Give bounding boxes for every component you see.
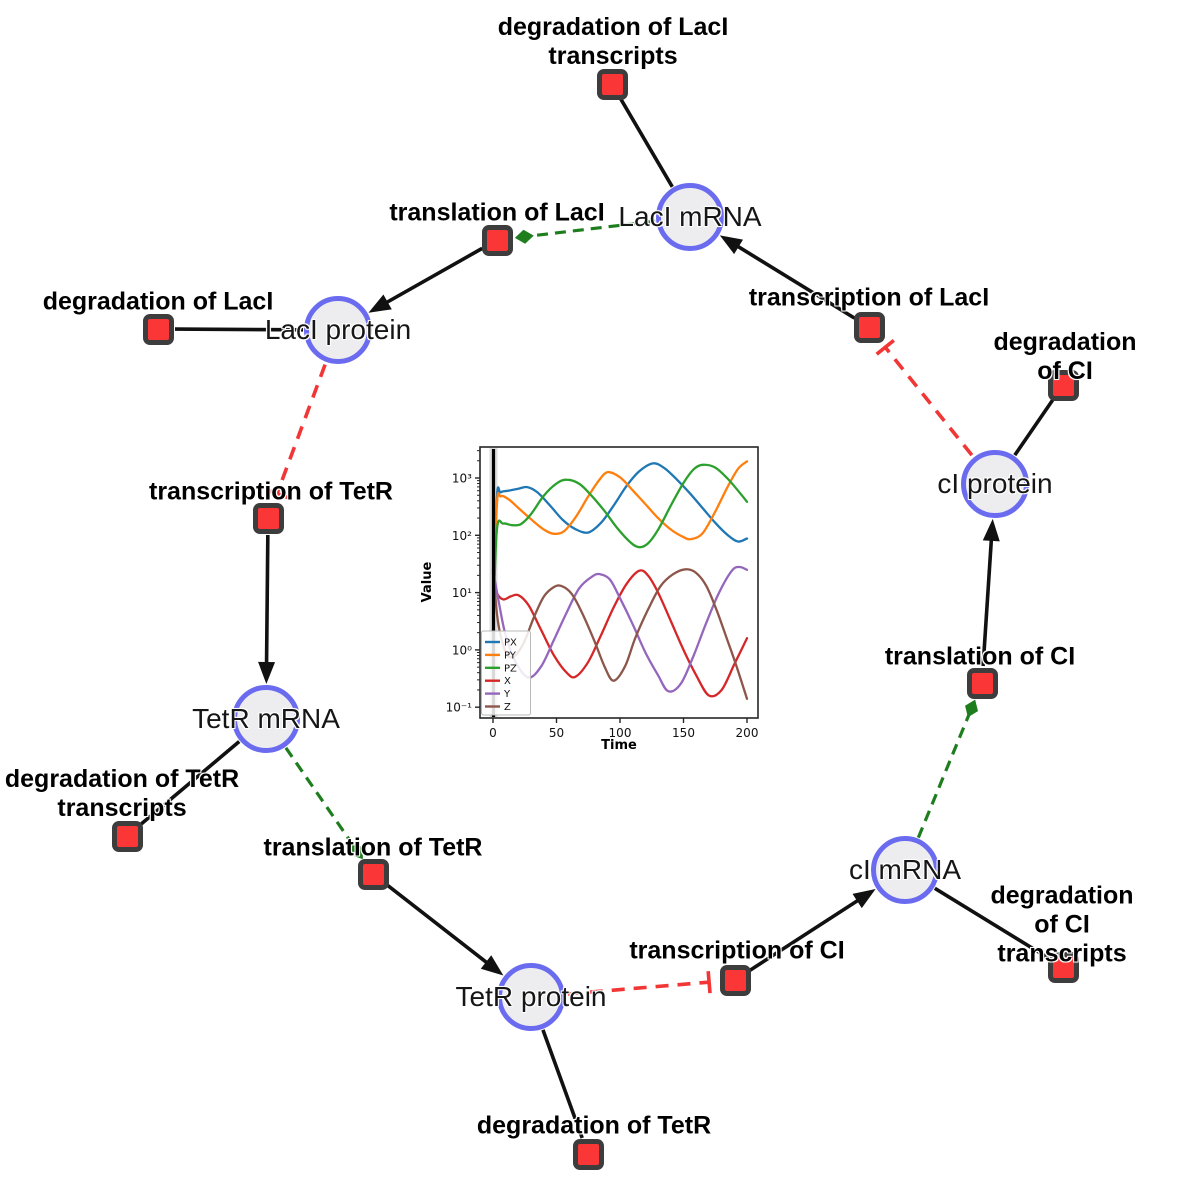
arrowhead-laci-mrna bbox=[719, 235, 744, 255]
edge-inhibition--laci-protein--transcription-tetr bbox=[275, 364, 327, 495]
inhibition-tbar-transcription-ci bbox=[706, 971, 712, 994]
edge-modifier--ci-mrna--translation-ci bbox=[916, 713, 971, 839]
reaction-label-degradation-tetr: degradation of TetR bbox=[476, 1111, 712, 1140]
series-line-PZ bbox=[491, 463, 749, 634]
series-line-Y bbox=[491, 565, 749, 693]
reaction-node-degradation-tetr-transcripts[interactable] bbox=[111, 820, 143, 852]
species-node-laci-mrna[interactable] bbox=[656, 183, 724, 251]
legend-label-PZ: PZ bbox=[504, 663, 517, 674]
reaction-label-degradation-ci-transcripts: degradation of CI transcripts bbox=[990, 881, 1134, 968]
arrowhead-laci-protein bbox=[368, 294, 392, 313]
x-tick-label-50: 50 bbox=[549, 726, 564, 740]
reaction-node-translation-tetr[interactable] bbox=[357, 858, 389, 890]
series-group bbox=[491, 449, 749, 717]
species-label-laci-mrna: LacI mRNA bbox=[618, 201, 762, 232]
legend-box bbox=[481, 630, 531, 716]
axes-frame bbox=[479, 446, 759, 719]
reaction-label-translation-tetr: translation of TetR bbox=[263, 833, 483, 862]
series-line-Z bbox=[491, 568, 749, 700]
reaction-label-transcription-ci: transcription of CI bbox=[629, 936, 845, 965]
initial-transient-band bbox=[489, 448, 498, 717]
reaction-node-translation-ci[interactable] bbox=[966, 667, 998, 699]
arrowhead-ci-mrna bbox=[852, 889, 876, 909]
x-tick-label-100: 100 bbox=[609, 726, 632, 740]
arrowhead-tetr-protein bbox=[480, 955, 504, 976]
series-line-PY bbox=[491, 460, 749, 634]
legend-label-PX: PX bbox=[504, 638, 517, 649]
y-tick-label-0: 10³ bbox=[452, 472, 472, 486]
reaction-node-degradation-tetr[interactable] bbox=[572, 1138, 604, 1170]
x-tick-label-0: 0 bbox=[489, 726, 497, 740]
legend-label-Y: Y bbox=[503, 689, 511, 700]
modifier-diamond-translation-ci bbox=[965, 699, 979, 718]
reaction-label-translation-laci: translation of LacI bbox=[389, 198, 605, 227]
reaction-node-degradation-laci[interactable] bbox=[142, 313, 174, 345]
arrowhead-tetr-mrna bbox=[258, 661, 276, 685]
species-node-tetr-protein[interactable] bbox=[497, 963, 565, 1031]
edge-consumption--laci-mrna--degradation-laci-transcripts bbox=[619, 97, 674, 188]
x-tick-label-200: 200 bbox=[736, 726, 759, 740]
series-line-PX bbox=[491, 462, 749, 634]
reaction-label-degradation-ci: degradation of CI bbox=[993, 328, 1137, 385]
species-label-tetr-protein: TetR protein bbox=[455, 981, 607, 1012]
y-tick-label-2: 10¹ bbox=[452, 586, 472, 600]
reaction-label-translation-ci: translation of CI bbox=[884, 642, 1076, 671]
species-label-ci-mrna: cI mRNA bbox=[849, 854, 961, 885]
species-node-tetr-mrna[interactable] bbox=[232, 685, 300, 753]
edge-inhibition--ci-protein--transcription-laci bbox=[883, 346, 974, 457]
legend-label-PY: PY bbox=[504, 650, 517, 661]
species-label-ci-protein: cI protein bbox=[937, 468, 1053, 499]
edge-consumption--ci-protein--degradation-ci bbox=[1013, 397, 1055, 457]
y-axis-label: Value bbox=[420, 561, 435, 602]
reaction-node-transcription-tetr[interactable] bbox=[252, 502, 284, 534]
reaction-node-transcription-laci[interactable] bbox=[853, 311, 885, 343]
y-tick-label-1: 10² bbox=[452, 529, 472, 543]
edge-production--translation-tetr--tetr-protein bbox=[385, 883, 493, 968]
reaction-label-degradation-tetr-transcripts: degradation of TetR transcripts bbox=[4, 765, 240, 822]
species-label-tetr-mrna: TetR mRNA bbox=[192, 703, 340, 734]
legend-label-Z: Z bbox=[504, 702, 511, 713]
reaction-label-degradation-laci: degradation of LacI bbox=[42, 287, 274, 316]
x-tick-label-150: 150 bbox=[672, 726, 695, 740]
species-label-laci-protein: LacI protein bbox=[264, 314, 412, 345]
x-axis-label: Time bbox=[601, 738, 637, 753]
reaction-node-degradation-ci-transcripts[interactable] bbox=[1047, 951, 1079, 983]
series-line-X bbox=[491, 569, 749, 698]
reaction-node-degradation-laci-transcripts[interactable] bbox=[596, 68, 628, 100]
reaction-node-translation-laci[interactable] bbox=[481, 224, 513, 256]
reaction-node-degradation-ci[interactable] bbox=[1047, 369, 1079, 401]
species-node-ci-mrna[interactable] bbox=[871, 836, 939, 904]
modifier-diamond-translation-laci bbox=[514, 229, 534, 244]
y-tick-label-3: 10⁰ bbox=[452, 643, 472, 657]
legend-label-X: X bbox=[504, 676, 511, 687]
edge-production--translation-laci--laci-protein bbox=[380, 246, 484, 307]
reaction-label-transcription-tetr: transcription of TetR bbox=[149, 477, 393, 506]
species-node-ci-protein[interactable] bbox=[961, 450, 1029, 518]
edge-production--transcription-tetr--tetr-mrna bbox=[264, 534, 270, 670]
reaction-node-transcription-ci[interactable] bbox=[719, 964, 751, 996]
edge-modifier--tetr-mrna--translation-tetr bbox=[284, 746, 356, 847]
reaction-label-transcription-laci: transcription of LacI bbox=[748, 283, 990, 312]
plot-background bbox=[414, 428, 776, 768]
species-node-laci-protein[interactable] bbox=[304, 296, 372, 364]
reaction-label-degradation-laci-transcripts: degradation of LacI transcripts bbox=[497, 13, 729, 70]
y-tick-label-4: 10⁻¹ bbox=[446, 701, 473, 715]
arrowhead-ci-protein bbox=[982, 518, 1000, 542]
